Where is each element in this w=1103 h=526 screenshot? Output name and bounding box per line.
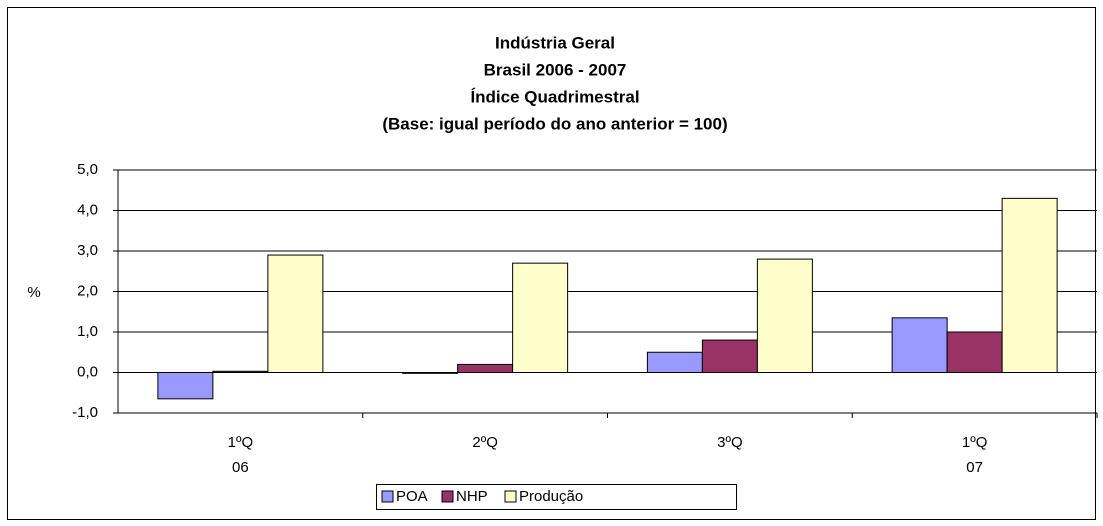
x-tick-label: 3ºQ (717, 434, 743, 451)
bar (701, 339, 758, 374)
x-tick-label: 07 (966, 459, 983, 476)
bar (756, 258, 813, 374)
x-tick-label: 1ºQ (962, 434, 988, 451)
bar (267, 254, 324, 373)
y-tick-label: 1,0 (77, 323, 98, 340)
bar (457, 363, 514, 373)
y-tick-label: 0,0 (77, 363, 98, 380)
bar (157, 372, 214, 400)
bar (1001, 197, 1058, 373)
y-tick-label: 3,0 (77, 242, 98, 259)
y-tick-label: 5,0 (77, 161, 98, 178)
legend-swatch (381, 490, 394, 503)
legend-label: POA (396, 488, 428, 505)
bar (891, 317, 948, 374)
legend-label: NHP (456, 488, 488, 505)
legend-swatch (504, 490, 517, 503)
x-tick-label: 1ºQ (228, 434, 254, 451)
chart-title: Brasil 2006 - 2007 (484, 60, 627, 79)
chart-title: (Base: igual período do ano anterior = 1… (382, 114, 727, 133)
bar (646, 351, 703, 373)
legend-box (376, 484, 737, 510)
y-tick-label: 2,0 (77, 282, 98, 299)
legend-swatch (441, 490, 454, 503)
x-tick-label: 2ºQ (472, 434, 498, 451)
bar (512, 262, 569, 373)
chart-title: Índice Quadrimestral (470, 87, 639, 106)
chart-title: Indústria Geral (495, 33, 615, 52)
y-tick-label: -1,0 (72, 404, 98, 421)
y-tick-label: 4,0 (77, 201, 98, 218)
bar (946, 331, 1003, 373)
legend-label: Produção (519, 488, 583, 505)
y-axis-label: % (27, 284, 40, 301)
x-tick-label: 06 (232, 459, 249, 476)
